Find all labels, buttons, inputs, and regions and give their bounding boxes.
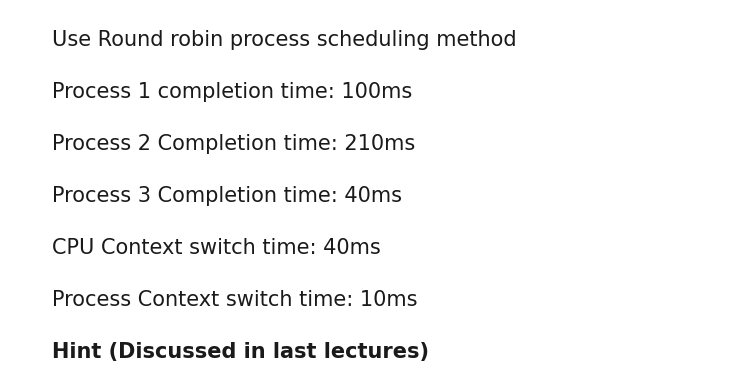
Text: Process 2 Completion time: 210ms: Process 2 Completion time: 210ms (52, 134, 415, 154)
Text: Process 3 Completion time: 40ms: Process 3 Completion time: 40ms (52, 186, 402, 206)
Text: Process 1 completion time: 100ms: Process 1 completion time: 100ms (52, 82, 412, 102)
Text: Hint (Discussed in last lectures): Hint (Discussed in last lectures) (52, 342, 429, 362)
Text: CPU Context switch time: 40ms: CPU Context switch time: 40ms (52, 238, 381, 258)
Text: Process Context switch time: 10ms: Process Context switch time: 10ms (52, 290, 417, 310)
Text: Use Round robin process scheduling method: Use Round robin process scheduling metho… (52, 30, 517, 50)
